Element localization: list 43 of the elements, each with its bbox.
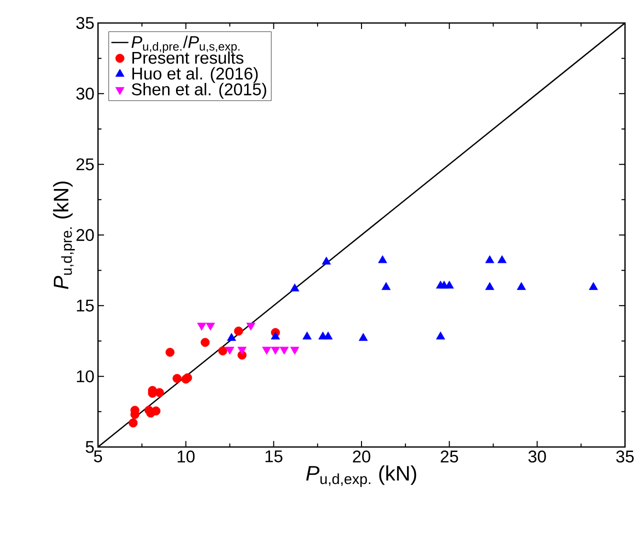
y-tick-label: 35 bbox=[76, 16, 94, 29]
point bbox=[270, 332, 280, 340]
point bbox=[324, 332, 333, 340]
x-tick-label: 5 bbox=[94, 450, 102, 462]
point bbox=[485, 282, 494, 290]
y-tick-label: 10 bbox=[76, 370, 94, 382]
y-tick-label: 30 bbox=[76, 88, 94, 100]
point bbox=[588, 282, 598, 290]
point bbox=[436, 332, 446, 340]
point bbox=[302, 332, 312, 340]
point bbox=[155, 388, 164, 398]
x-tick-label: 20 bbox=[352, 450, 370, 462]
legend-label: Present results bbox=[132, 51, 244, 64]
y-tick-label: 25 bbox=[76, 158, 94, 170]
x-tick-label: 30 bbox=[528, 450, 546, 462]
y-tick-label: 15 bbox=[76, 300, 94, 312]
point bbox=[172, 374, 182, 383]
point bbox=[128, 418, 138, 428]
point bbox=[290, 284, 300, 292]
x-tick-label: 10 bbox=[178, 450, 195, 462]
point bbox=[485, 255, 494, 264]
point bbox=[322, 256, 331, 265]
point bbox=[444, 280, 454, 289]
x-axis-title: P$_{u,d,exp.}$ (kN) bbox=[306, 465, 416, 488]
point bbox=[358, 332, 368, 341]
y-tick-label: 5 bbox=[86, 441, 94, 453]
point bbox=[227, 332, 236, 341]
point bbox=[382, 282, 391, 290]
point bbox=[378, 255, 388, 264]
point bbox=[200, 338, 210, 347]
point bbox=[516, 282, 526, 290]
legend-label: Huo et al. (2016) bbox=[132, 67, 258, 83]
y-tick-label: 20 bbox=[76, 228, 94, 241]
x-tick-label: 35 bbox=[616, 450, 634, 462]
x-tick-label: 15 bbox=[266, 450, 282, 462]
legend-label: Shen et al. (2015) bbox=[132, 82, 266, 99]
point bbox=[218, 346, 228, 356]
x-tick-label: 25 bbox=[440, 450, 458, 462]
point bbox=[234, 326, 244, 336]
y-axis-title: P$_{u,d,pre.}$ (kN) bbox=[53, 182, 75, 290]
legend-label: P$_{u,d,pre.}$/P$_{u,s,exp.}$ bbox=[132, 36, 240, 54]
point bbox=[166, 348, 175, 357]
point bbox=[498, 255, 507, 264]
